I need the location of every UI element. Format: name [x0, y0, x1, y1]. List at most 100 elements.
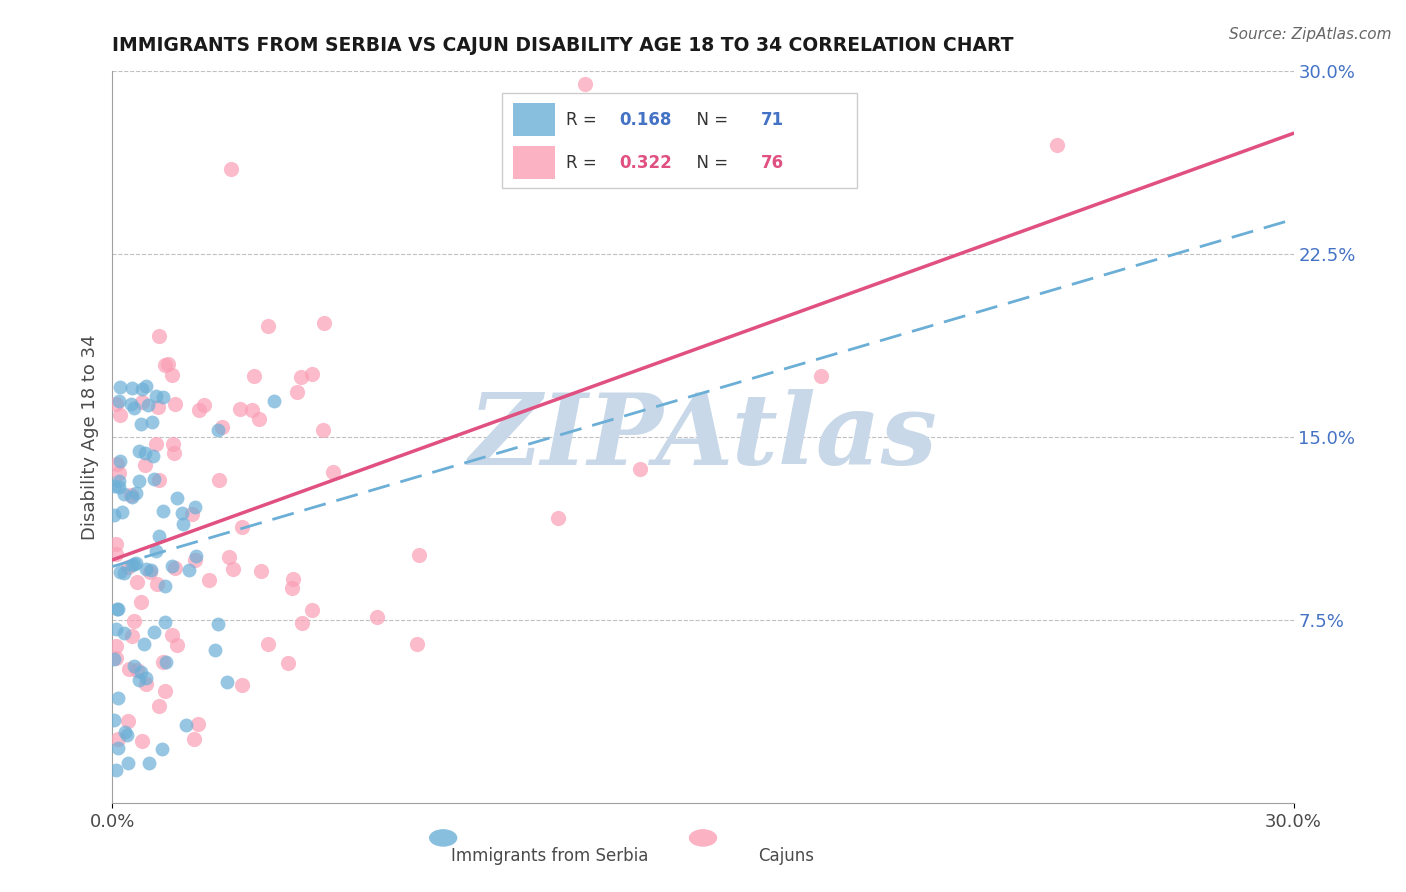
Point	[177, 563, 200, 577]
Point	[146, 400, 169, 414]
Point	[219, 161, 242, 176]
Point	[231, 520, 253, 534]
Point	[117, 714, 139, 728]
Point	[163, 397, 186, 411]
Point	[136, 398, 159, 412]
Point	[105, 547, 128, 561]
Point	[117, 729, 139, 743]
Point	[134, 637, 156, 651]
Point	[152, 390, 174, 404]
Point	[1046, 137, 1069, 152]
Point	[263, 394, 285, 409]
Point	[408, 548, 430, 562]
Point	[281, 581, 304, 595]
Point	[129, 417, 152, 431]
Point	[160, 628, 183, 642]
Point	[153, 683, 176, 698]
Point	[121, 558, 143, 573]
Point	[141, 563, 163, 577]
Point	[250, 564, 273, 578]
Point	[122, 659, 145, 673]
Point	[107, 394, 129, 409]
Point	[131, 382, 153, 396]
Point	[122, 614, 145, 628]
Point	[105, 397, 128, 411]
Point	[148, 699, 170, 714]
Point	[103, 508, 125, 523]
Y-axis label: Disability Age 18 to 34: Disability Age 18 to 34	[80, 334, 98, 540]
Point	[174, 717, 197, 731]
Point	[208, 473, 231, 487]
Point	[146, 577, 169, 591]
Point	[110, 380, 132, 394]
Point	[105, 602, 128, 616]
Point	[128, 474, 150, 488]
Point	[197, 574, 219, 588]
Point	[163, 560, 186, 574]
Point	[153, 579, 176, 593]
Point	[301, 602, 323, 616]
Point	[111, 504, 134, 518]
Point	[291, 616, 314, 631]
Point	[142, 472, 165, 486]
Point	[184, 500, 207, 515]
Point	[283, 572, 305, 586]
Point	[121, 490, 143, 504]
Point	[312, 423, 335, 437]
Point	[104, 763, 127, 777]
Point	[142, 449, 165, 463]
Point	[157, 358, 180, 372]
Point	[118, 662, 141, 676]
Point	[285, 384, 308, 399]
Point	[134, 458, 156, 472]
Point	[148, 329, 170, 343]
Point	[152, 504, 174, 518]
Point	[153, 615, 176, 629]
Point	[160, 559, 183, 574]
Point	[183, 731, 205, 746]
Point	[125, 556, 148, 570]
Text: Immigrants from Serbia: Immigrants from Serbia	[451, 847, 648, 864]
Point	[114, 725, 136, 739]
Point	[112, 566, 135, 581]
Point	[153, 358, 176, 372]
Point	[108, 467, 131, 481]
Point	[124, 401, 146, 415]
Point	[108, 480, 131, 494]
Point	[122, 557, 145, 571]
Point	[277, 656, 299, 670]
Point	[222, 562, 245, 576]
Point	[166, 491, 188, 505]
Point	[207, 423, 229, 437]
Point	[301, 367, 323, 381]
Point	[105, 458, 128, 472]
Point	[628, 462, 651, 476]
Point	[312, 316, 335, 330]
Point	[240, 402, 263, 417]
Point	[121, 629, 143, 643]
Point	[135, 677, 157, 691]
Text: Source: ZipAtlas.com: Source: ZipAtlas.com	[1229, 27, 1392, 42]
Point	[211, 419, 233, 434]
Point	[170, 506, 193, 520]
Point	[366, 610, 388, 624]
Point	[257, 637, 280, 651]
Point	[105, 537, 128, 551]
Point	[131, 394, 153, 409]
Point	[120, 397, 142, 411]
Point	[188, 402, 211, 417]
Point	[228, 402, 250, 417]
Text: ZIPAtlas: ZIPAtlas	[468, 389, 938, 485]
Point	[810, 369, 832, 384]
Point	[108, 474, 131, 488]
Circle shape	[689, 830, 717, 847]
Point	[215, 675, 238, 690]
Point	[574, 77, 596, 91]
Point	[110, 454, 132, 468]
Point	[103, 652, 125, 666]
Point	[207, 617, 229, 632]
Point	[117, 560, 139, 574]
Point	[193, 398, 215, 412]
Point	[152, 655, 174, 669]
Point	[112, 487, 135, 501]
